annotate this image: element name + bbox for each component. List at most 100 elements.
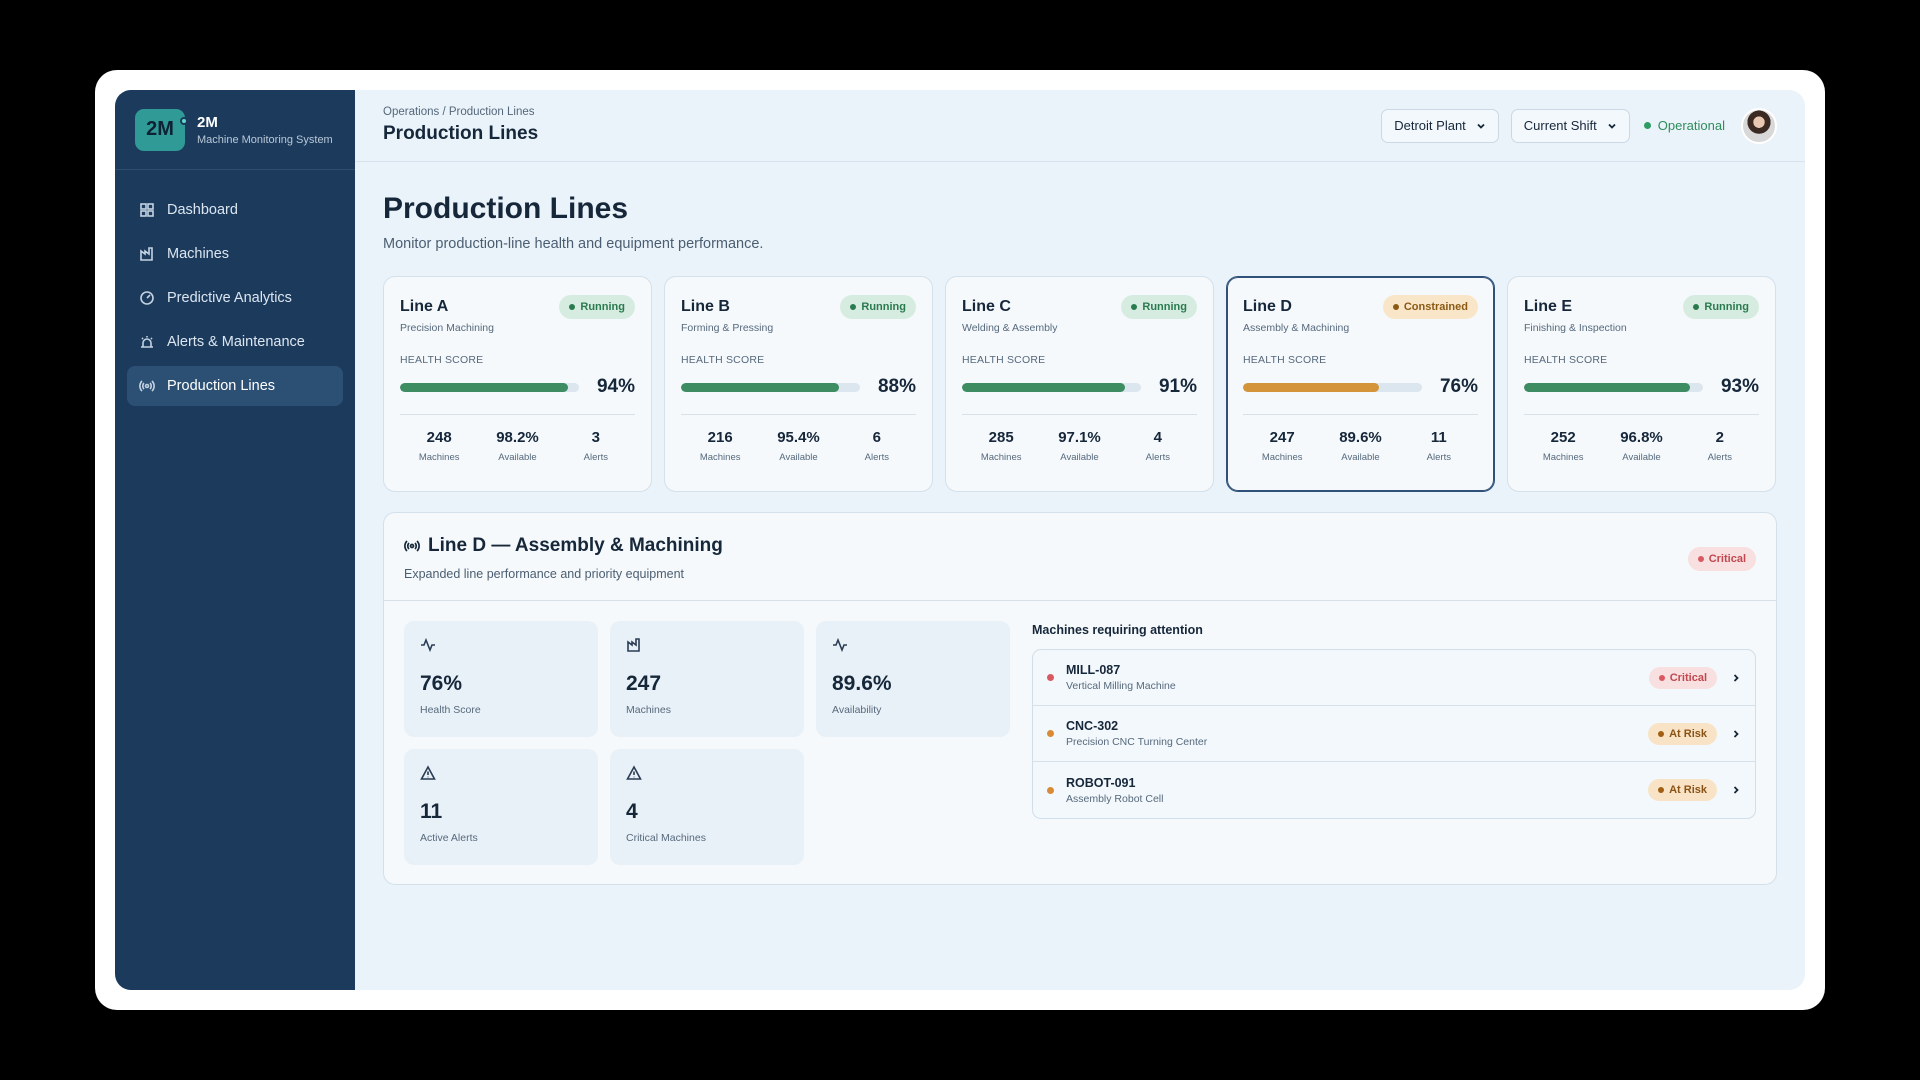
health-score-value: 94% [596, 376, 635, 397]
kpi-value: 11 [420, 800, 443, 823]
kpi-health-score: 76% Health Score [404, 621, 598, 737]
health-bar [681, 382, 860, 392]
machine-id: ROBOT-091 [1066, 775, 1136, 790]
machines-label: Machines [1261, 452, 1303, 463]
line-desc: Finishing & Inspection [1524, 322, 1627, 334]
kpi-label: Active Alerts [420, 832, 478, 844]
status-dot [850, 304, 857, 310]
logo: 2M [135, 108, 188, 151]
status-badge-label: Critical [1708, 553, 1746, 565]
status-badge: Critical [1687, 547, 1756, 571]
machines-label: Machines [699, 452, 741, 463]
health-bar [962, 382, 1141, 392]
status-badge: At Risk [1648, 722, 1717, 745]
system-status: Operational [1643, 118, 1725, 133]
health-score-value: 93% [1720, 376, 1759, 397]
line-card-c[interactable]: Line C Welding & Assembly Running HEALTH… [945, 276, 1214, 492]
alerts-count: 11 [1430, 429, 1447, 446]
kpi-label: Availability [832, 704, 882, 716]
availability-value: 97.1% [1058, 429, 1101, 446]
sidebar-item-alerts-maintenance[interactable]: Alerts & Maintenance [127, 322, 343, 362]
sidebar-item-label: Predictive Analytics [167, 290, 292, 306]
avatar[interactable] [1741, 107, 1777, 144]
status-badge: Running [1121, 295, 1197, 319]
sidebar-item-label: Dashboard [167, 202, 238, 218]
status-dot [1047, 786, 1054, 794]
line-name: Line A [400, 298, 449, 315]
status-dot [1392, 304, 1399, 310]
health-bar [1243, 382, 1422, 392]
line-name: Line E [1524, 298, 1573, 315]
machines-label: Machines [980, 452, 1022, 463]
line-card-d[interactable]: Line D Assembly & Machining Constrained … [1226, 276, 1495, 492]
chevron-down-icon [1608, 123, 1616, 129]
status-badge-label: At Risk [1669, 784, 1707, 796]
line-name: Line D [1243, 298, 1292, 315]
status-badge-label: Running [1704, 301, 1749, 313]
shift-select[interactable]: Current Shift [1510, 108, 1630, 143]
status-dot [1658, 674, 1665, 681]
alerts-label: Alerts [583, 452, 608, 463]
chevron-right-icon [1733, 673, 1739, 682]
health-bar-fill [1243, 382, 1380, 392]
detail-subtitle: Expanded line performance and priority e… [404, 567, 685, 581]
sidebar-item-machines[interactable]: Machines [127, 234, 343, 274]
machine-id: MILL-087 [1066, 663, 1121, 677]
kpi-value: 4 [626, 800, 638, 823]
status-dot [1658, 787, 1665, 793]
alerts-label: Alerts [1145, 452, 1170, 463]
brand-subtitle: Machine Monitoring System [197, 133, 333, 146]
kpi-label: Machines [626, 704, 671, 716]
machines-count: 248 [426, 429, 452, 446]
health-bar-fill [681, 382, 839, 392]
line-card-b[interactable]: Line B Forming & Pressing Running HEALTH… [664, 276, 933, 492]
gauge-icon [140, 291, 154, 305]
health-bar [1524, 382, 1703, 392]
availability-label: Available [779, 452, 818, 463]
line-card-e[interactable]: Line E Finishing & Inspection Running HE… [1507, 276, 1776, 492]
activity-icon [833, 637, 847, 653]
brand: 2M 2M Machine Monitoring System [115, 90, 355, 170]
attention-section: Machines requiring attention MILL-087 Ve… [1032, 621, 1756, 865]
broadcast-icon [139, 380, 155, 392]
health-bar-fill [400, 382, 569, 392]
kpi-label: Critical Machines [626, 832, 706, 844]
kpi-label: Health Score [420, 704, 481, 716]
kpi-value: 247 [626, 672, 662, 695]
machines-label: Machines [418, 452, 460, 463]
line-detail-panel: Line D — Assembly & Machining Expanded l… [383, 512, 1777, 885]
health-score-value: 88% [877, 376, 916, 397]
topbar-controls: Detroit Plant Current Shift Operational [1381, 107, 1777, 144]
machine-row-mill-087[interactable]: MILL-087 Vertical Milling Machine Critic… [1033, 650, 1755, 706]
status-badge: Running [1683, 295, 1759, 319]
alerts-count: 3 [591, 429, 600, 446]
kpi-machines: 247 Machines [610, 621, 804, 737]
availability-value: 89.6% [1339, 429, 1382, 446]
plant-select[interactable]: Detroit Plant [1381, 108, 1499, 143]
sidebar-item-production-lines[interactable]: Production Lines [127, 366, 343, 406]
kpi-active-alerts: 11 Active Alerts [404, 749, 598, 865]
line-card-a[interactable]: Line A Precision Machining Running HEALT… [383, 276, 652, 492]
line-name: Line C [962, 298, 1011, 315]
sidebar-item-label: Alerts & Maintenance [167, 334, 305, 350]
sidebar-item-predictive-analytics[interactable]: Predictive Analytics [127, 278, 343, 318]
status-dot [569, 304, 576, 310]
availability-label: Available [498, 452, 537, 463]
availability-value: 96.8% [1620, 429, 1663, 446]
health-score-value: 76% [1439, 376, 1478, 397]
siren-icon [141, 336, 153, 348]
status-badge: Critical [1648, 666, 1717, 689]
topbar: Operations / Production Lines Production… [355, 90, 1805, 162]
sidebar-item-label: Production Lines [167, 378, 276, 394]
factory-icon [140, 247, 153, 261]
machine-row-robot-091[interactable]: ROBOT-091 Assembly Robot Cell At Risk [1033, 762, 1755, 818]
availability-label: Available [1060, 452, 1099, 463]
machine-row-cnc-302[interactable]: CNC-302 Precision CNC Turning Center At … [1033, 706, 1755, 762]
status-badge-label: At Risk [1669, 727, 1707, 740]
alerts-label: Alerts [1426, 452, 1451, 463]
alerts-count: 4 [1153, 429, 1162, 446]
grid-icon [140, 203, 154, 217]
activity-icon [421, 637, 435, 653]
main-area: Operations / Production Lines Production… [355, 90, 1805, 990]
sidebar-item-dashboard[interactable]: Dashboard [127, 190, 343, 230]
